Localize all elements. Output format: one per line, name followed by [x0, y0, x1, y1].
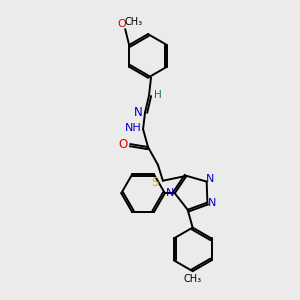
Text: O: O	[118, 138, 128, 151]
Text: N: N	[208, 198, 217, 208]
Text: NH: NH	[125, 123, 142, 133]
Text: CH₃: CH₃	[124, 17, 142, 27]
Text: N: N	[206, 174, 214, 184]
Text: S: S	[151, 176, 159, 189]
Text: CH₃: CH₃	[184, 274, 202, 284]
Text: H: H	[154, 89, 162, 100]
Text: N: N	[166, 188, 174, 198]
Text: O: O	[118, 19, 127, 29]
Text: N: N	[134, 106, 142, 119]
